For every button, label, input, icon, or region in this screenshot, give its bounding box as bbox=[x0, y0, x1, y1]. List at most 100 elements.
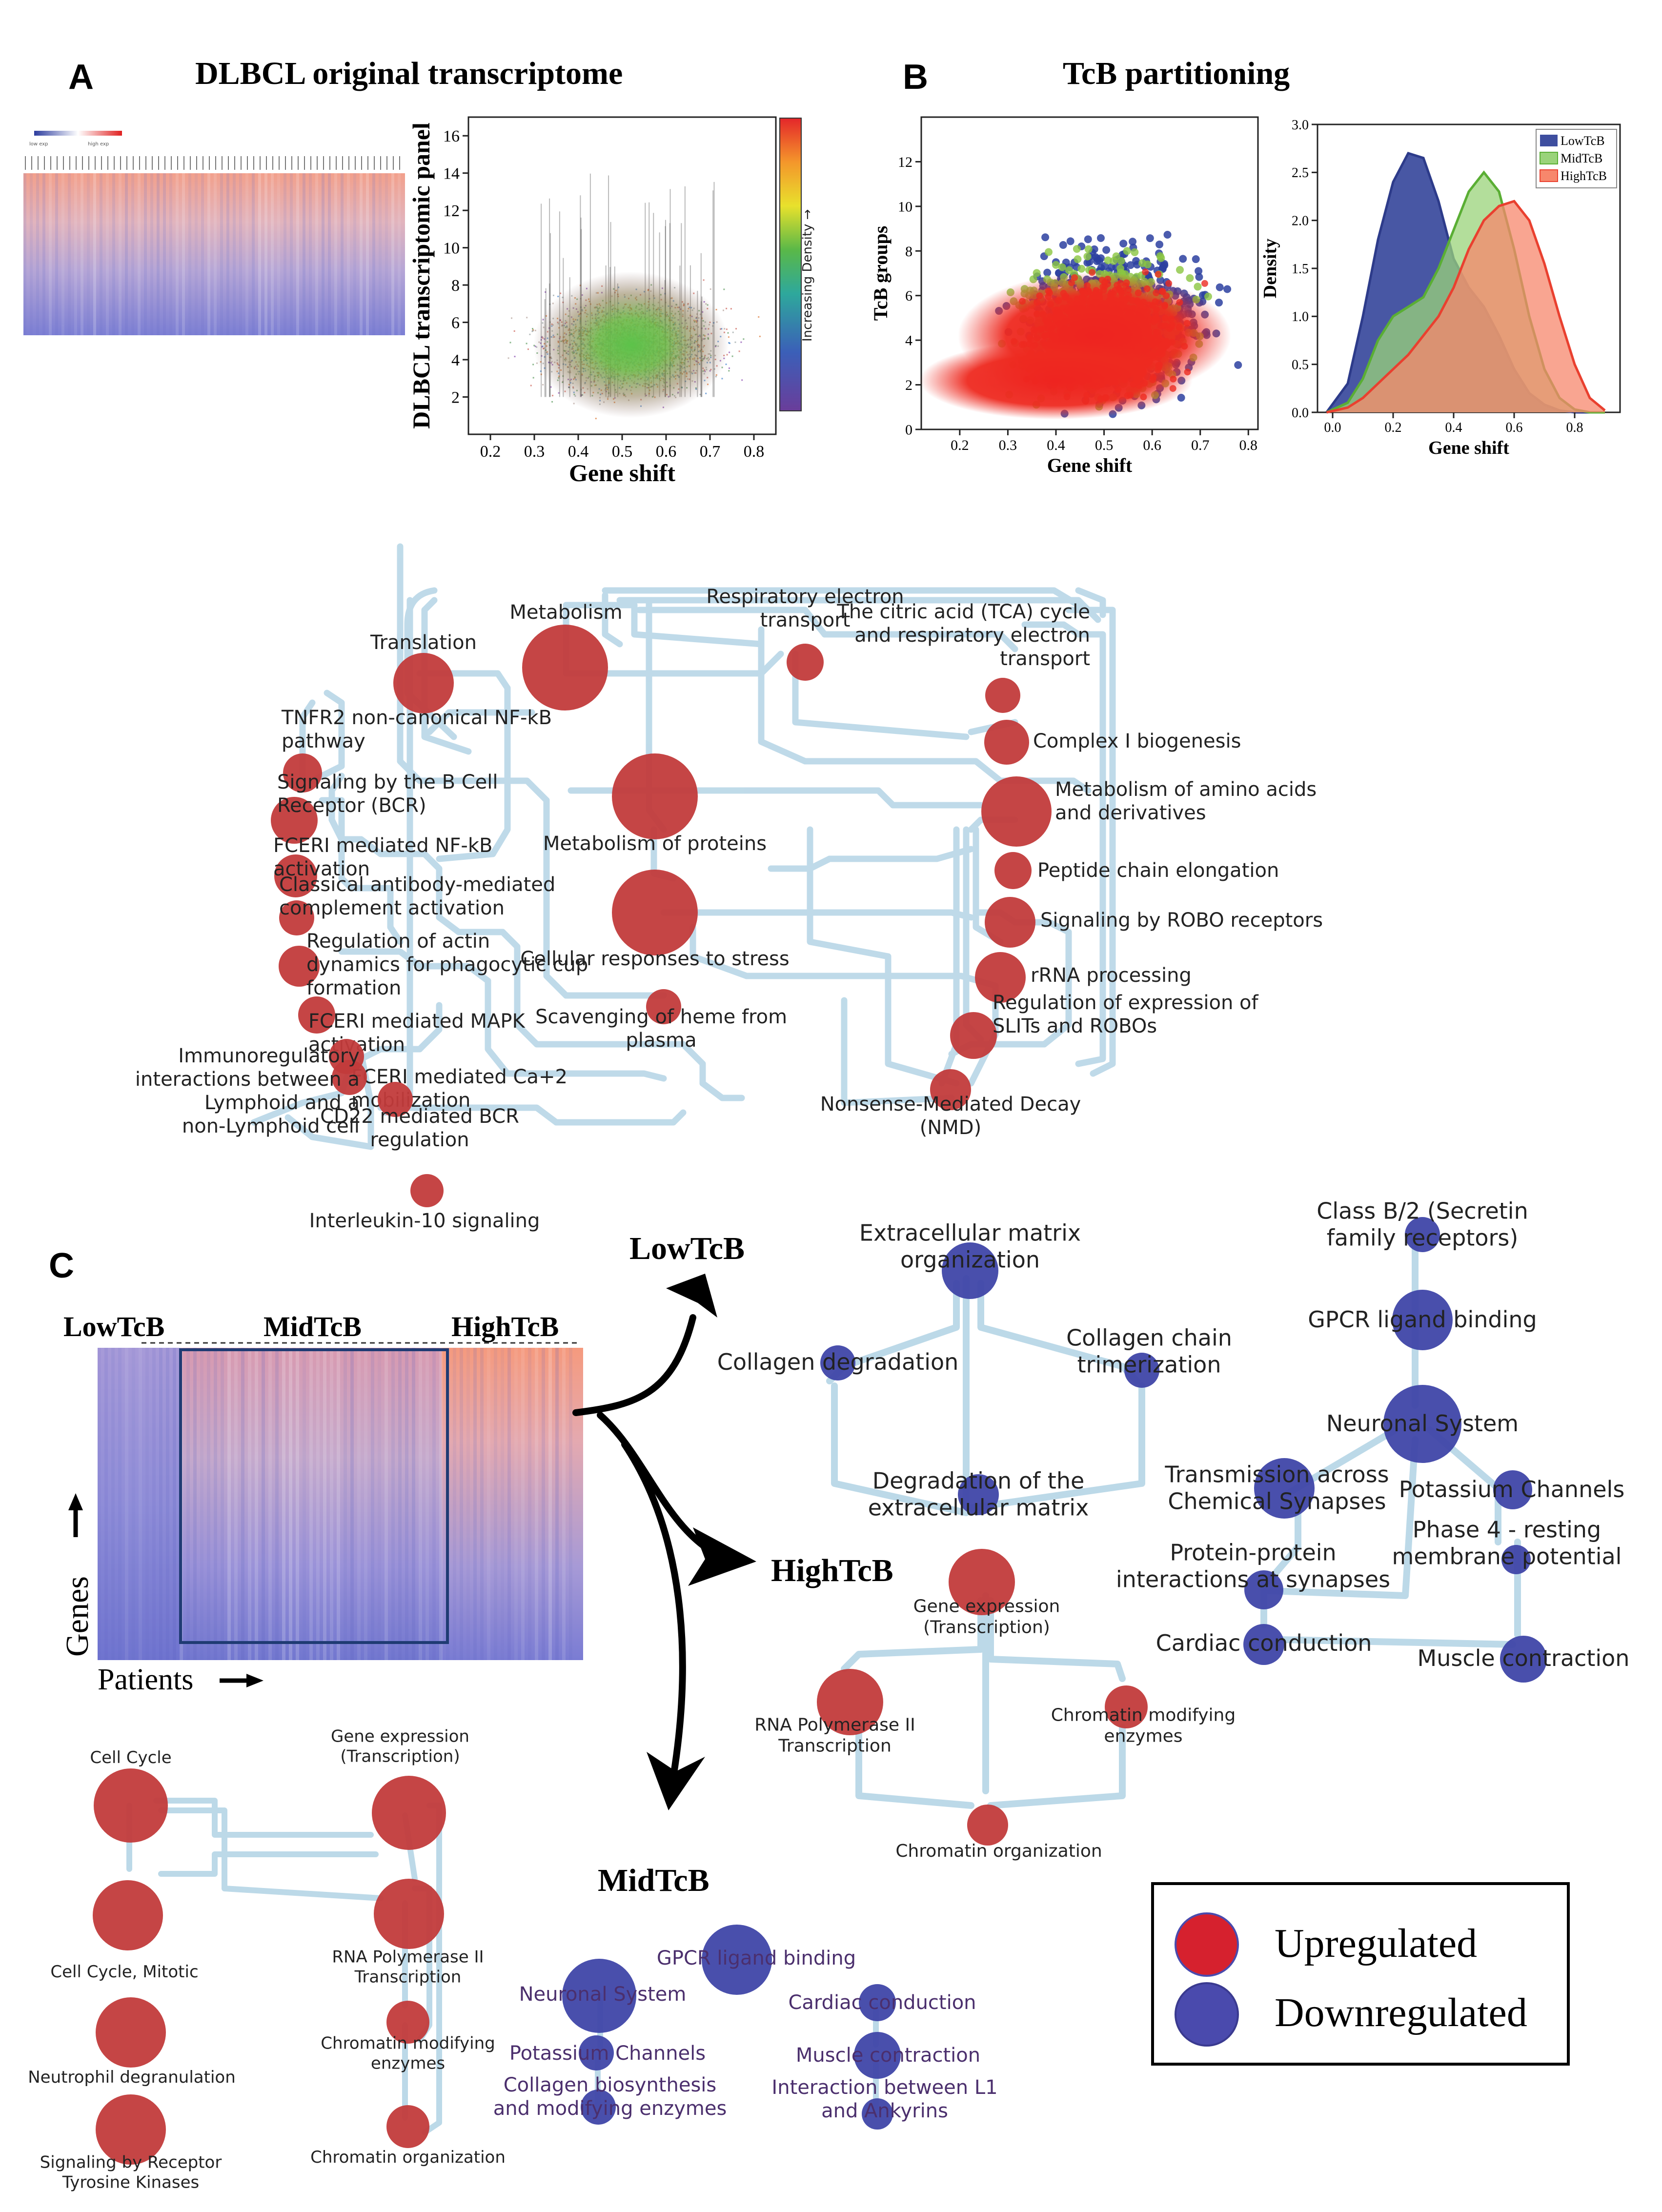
scatter-point bbox=[1052, 261, 1060, 269]
scatter-point bbox=[527, 348, 529, 350]
a-colorbar bbox=[779, 118, 802, 411]
y-tick-label: 12 bbox=[443, 202, 460, 220]
panel-b-title: TcB partitioning bbox=[1063, 56, 1290, 91]
scatter-point bbox=[529, 333, 531, 335]
scatter-point bbox=[728, 370, 730, 372]
scatter-point bbox=[728, 336, 730, 338]
scatter-point bbox=[1033, 269, 1041, 277]
scatter-point bbox=[1104, 256, 1112, 264]
heatmap-column bbox=[74, 173, 77, 335]
scatter-point bbox=[595, 418, 597, 420]
scatter-point bbox=[1083, 259, 1092, 267]
heatmap-column bbox=[264, 173, 267, 335]
heatmap-column bbox=[252, 173, 255, 335]
scatter-point bbox=[1123, 247, 1131, 255]
x-tick-label: 0.3 bbox=[524, 443, 545, 461]
scatter-point bbox=[511, 317, 513, 319]
scatter-point bbox=[729, 342, 730, 344]
heatmap-column bbox=[81, 173, 83, 335]
scatter-point bbox=[1102, 246, 1111, 254]
scatter-point bbox=[729, 351, 730, 353]
scatter-point bbox=[1204, 292, 1212, 301]
x-axis-label: Gene shift bbox=[569, 459, 675, 487]
heatmap-column bbox=[315, 173, 318, 335]
heatmap-legend-bar bbox=[34, 131, 122, 136]
x-tick-label: 0.7 bbox=[700, 443, 721, 461]
x-tick-label: 0.2 bbox=[480, 443, 501, 461]
y-tick-label: 8 bbox=[451, 277, 460, 295]
scatter-point bbox=[1186, 274, 1194, 282]
heatmap-matrix bbox=[23, 173, 405, 335]
heatmap-column bbox=[258, 173, 261, 335]
heatmap-column bbox=[100, 173, 102, 335]
y-tick-label: 6 bbox=[451, 314, 460, 332]
scatter-point bbox=[560, 292, 562, 294]
scatter-point bbox=[526, 317, 528, 319]
scatter-point bbox=[532, 330, 534, 332]
scatter-point bbox=[514, 356, 516, 358]
scatter-point bbox=[727, 332, 729, 334]
heatmap-column bbox=[195, 173, 198, 335]
heatmap-column bbox=[277, 173, 280, 335]
scatter-point bbox=[532, 364, 534, 365]
heatmap-column bbox=[296, 173, 299, 335]
scatter-point bbox=[531, 328, 533, 330]
heatmap-column bbox=[245, 173, 248, 335]
scatter-point bbox=[1073, 245, 1081, 253]
panel-a: A DLBCL original transcriptome low exp h… bbox=[23, 56, 815, 487]
heatmap-stripes bbox=[23, 173, 401, 335]
scatter-point bbox=[709, 288, 711, 290]
scatter-point bbox=[1157, 254, 1165, 262]
scatter-point bbox=[1223, 285, 1232, 293]
heatmap-column bbox=[157, 173, 160, 335]
scatter-point bbox=[545, 291, 547, 293]
heatmap-column bbox=[309, 173, 312, 335]
panel-b: B TcB partitioning 0.2 0.3 0.4 0.5 0.6 0.7 0.8… bbox=[870, 56, 1621, 476]
scatter-point bbox=[1176, 266, 1184, 274]
heatmap-column bbox=[303, 173, 305, 335]
heatmap-column bbox=[150, 173, 153, 335]
scatter-point bbox=[1155, 240, 1164, 248]
x-tick-label: 0.8 bbox=[744, 443, 765, 461]
heatmap-column bbox=[55, 173, 58, 335]
scatter-point bbox=[532, 377, 534, 379]
heatmap-column bbox=[226, 173, 229, 335]
scatter-point bbox=[1117, 257, 1125, 265]
scatter-point bbox=[1192, 255, 1200, 264]
panel-a-letter: A bbox=[68, 58, 94, 97]
scatter-point bbox=[732, 331, 734, 333]
scatter-point bbox=[1215, 299, 1223, 307]
x-tick-label: 0.5 bbox=[612, 443, 633, 461]
scatter-point bbox=[705, 392, 707, 394]
heatmap-column bbox=[176, 173, 179, 335]
a-colorbar-label: Increasing Density → bbox=[800, 209, 815, 342]
scatter-point bbox=[731, 355, 733, 357]
scatter-point bbox=[1119, 240, 1128, 248]
heatmap-column bbox=[144, 173, 147, 335]
scatter-point bbox=[1084, 245, 1093, 253]
heatmap-column bbox=[284, 173, 286, 335]
heatmap-column bbox=[23, 173, 26, 335]
scatter-point bbox=[509, 342, 511, 344]
heatmap-column bbox=[49, 173, 52, 335]
heatmap-column bbox=[42, 173, 45, 335]
heatmap-sample-ticks bbox=[25, 156, 400, 170]
scatter-point bbox=[1234, 361, 1242, 369]
y-tick-label: 4 bbox=[451, 351, 460, 369]
scatter-point bbox=[1194, 283, 1202, 291]
scatter-point bbox=[1163, 231, 1172, 239]
scatter-point bbox=[1093, 254, 1101, 263]
scatter-point bbox=[1160, 260, 1168, 268]
scatter-point bbox=[721, 378, 723, 380]
scatter-point bbox=[530, 385, 532, 386]
scatter-point bbox=[1126, 261, 1135, 269]
scatter-point bbox=[1096, 234, 1105, 242]
scatter-point bbox=[1058, 263, 1066, 271]
scatter-point bbox=[735, 328, 737, 330]
heatmap-column bbox=[290, 173, 293, 335]
heatmap-column bbox=[138, 173, 141, 335]
b-scatter-points bbox=[919, 231, 1242, 420]
heatmap-column bbox=[391, 173, 394, 335]
scatter-point bbox=[722, 309, 724, 311]
